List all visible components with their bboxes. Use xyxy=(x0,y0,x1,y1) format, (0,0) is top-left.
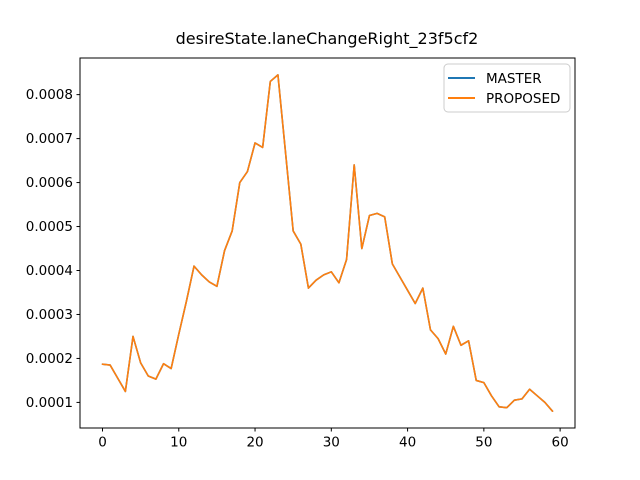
x-tick-label-1: 10 xyxy=(170,435,187,451)
axes: 0 10 20 30 40 50 60 0.0001 0.0002 0.0003 0.0004 0.0… xyxy=(26,57,576,451)
x-tick-label-2: 20 xyxy=(246,435,263,451)
y-tick-label-4: 0.0005 xyxy=(26,219,73,235)
x-tick-label-5: 50 xyxy=(475,435,492,451)
y-tick-label-0: 0.0001 xyxy=(26,395,73,411)
axes-border xyxy=(79,57,576,429)
legend: MASTER PROPOSED xyxy=(443,63,571,113)
plot-lines xyxy=(101,74,554,413)
y-tick-label-3: 0.0004 xyxy=(26,263,73,279)
x-tick-label-6: 60 xyxy=(552,435,569,451)
series-line-proposed xyxy=(101,74,554,413)
y-tick-label-7: 0.0008 xyxy=(26,87,73,103)
x-tick-label-4: 40 xyxy=(399,435,416,451)
legend-label-master: MASTER xyxy=(486,71,542,87)
y-tick-label-5: 0.0006 xyxy=(26,175,73,191)
x-tick-label-0: 0 xyxy=(98,435,107,451)
x-tick-label-3: 30 xyxy=(323,435,340,451)
y-tick-label-1: 0.0002 xyxy=(26,351,73,367)
series-line-master xyxy=(101,74,554,413)
legend-label-proposed: PROPOSED xyxy=(486,91,560,107)
legend-box xyxy=(443,63,571,113)
y-tick-label-6: 0.0007 xyxy=(26,131,73,147)
chart-title: desireState.laneChangeRight_23f5cf2 xyxy=(176,29,479,49)
y-tick-label-2: 0.0003 xyxy=(26,307,73,323)
